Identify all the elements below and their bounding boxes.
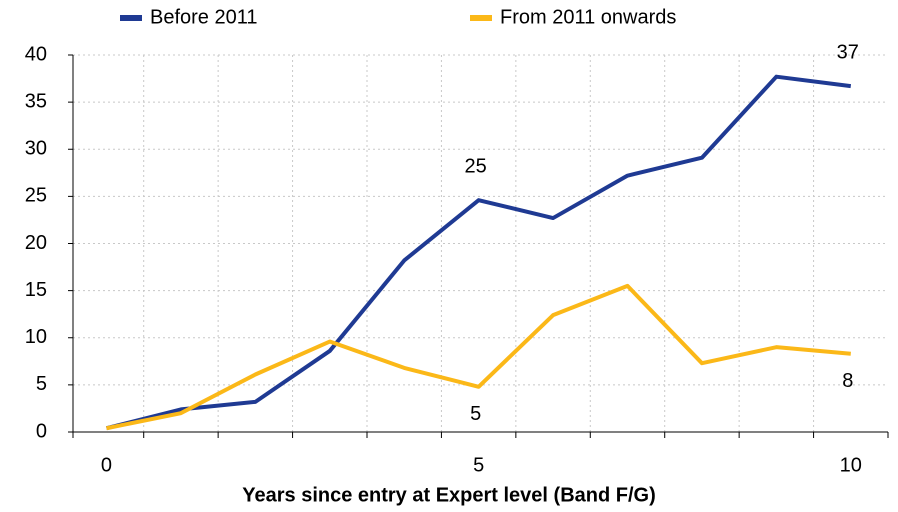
x-tick-label: 10 <box>840 454 862 476</box>
y-tick-label: 35 <box>25 90 47 112</box>
y-tick-label: 20 <box>25 232 47 254</box>
y-tick-label: 0 <box>36 420 47 442</box>
y-tick-label: 15 <box>25 279 47 301</box>
data-label: 37 <box>837 41 859 63</box>
line <box>106 74 852 431</box>
x-tick-label: 5 <box>473 454 484 476</box>
data-label: 8 <box>842 370 853 392</box>
y-tick-label: 10 <box>25 326 47 348</box>
y-tick-label: 5 <box>36 373 47 395</box>
x-axis-label: Years since entry at Expert level (Band … <box>242 484 656 506</box>
data-label: 5 <box>470 403 481 425</box>
legend-swatch <box>120 15 142 21</box>
y-tick-label: 25 <box>25 185 47 207</box>
line <box>106 283 851 431</box>
legend-swatch <box>470 15 492 21</box>
y-tick-label: 30 <box>25 138 47 160</box>
x-tick-label: 0 <box>101 454 112 476</box>
legend-label: From 2011 onwards <box>500 6 676 28</box>
y-tick-label: 40 <box>25 43 47 65</box>
legend-label: Before 2011 <box>150 6 258 28</box>
data-label: 25 <box>465 155 487 177</box>
